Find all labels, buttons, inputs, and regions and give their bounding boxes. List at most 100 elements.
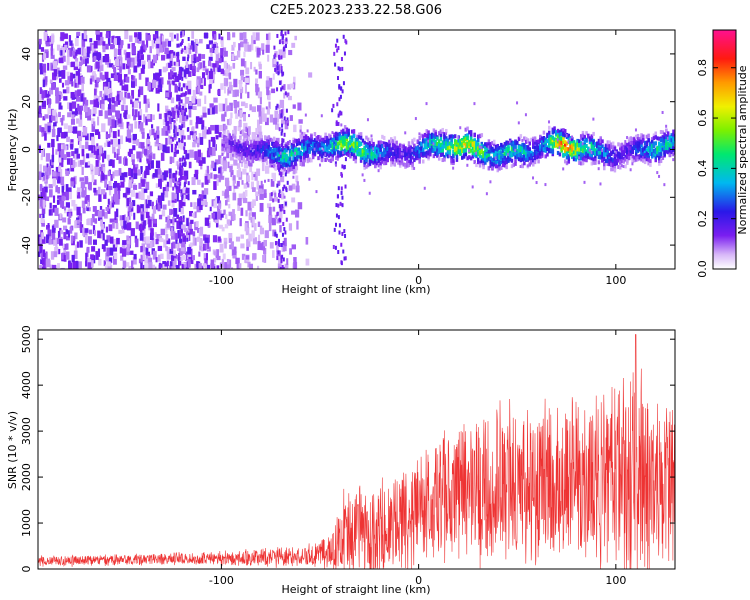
heatmap-cell <box>185 187 190 194</box>
heatmap-cell <box>38 105 42 115</box>
heatmap-cell <box>285 108 288 113</box>
heatmap-cell <box>291 210 296 215</box>
heatmap-cell <box>416 146 420 151</box>
heatmap-cell <box>136 38 140 44</box>
heatmap-cell <box>459 126 462 130</box>
heatmap-cell <box>218 124 223 132</box>
heatmap-cell <box>576 140 579 145</box>
heatmap-cell <box>196 76 201 86</box>
heatmap-cell <box>179 115 183 123</box>
heatmap-cell <box>285 43 288 48</box>
heatmap-cell <box>391 161 394 165</box>
heatmap-cell <box>178 97 181 102</box>
heatmap-cell <box>164 47 169 55</box>
heatmap-cell <box>232 62 236 69</box>
heatmap-cell <box>94 209 99 217</box>
heatmap-cell <box>253 155 256 160</box>
heatmap-cell <box>107 141 111 147</box>
heatmap-cell <box>478 134 482 139</box>
heatmap-cell <box>189 228 194 235</box>
heatmap-cell <box>576 142 579 147</box>
heatmap-cell <box>49 236 52 245</box>
heatmap-cell <box>145 103 148 113</box>
heatmap-cell <box>317 147 320 152</box>
heatmap-cell <box>143 188 148 193</box>
heatmap-cell <box>176 94 181 102</box>
heatmap-cell <box>337 186 340 191</box>
heatmap-cell <box>275 137 280 143</box>
heatmap-cell <box>299 141 303 146</box>
heatmap-cell <box>244 43 248 52</box>
heatmap-cell <box>165 185 169 192</box>
heatmap-cell <box>297 102 302 111</box>
heatmap-cell <box>436 141 439 146</box>
heatmap-cell <box>507 155 510 160</box>
heatmap-cell <box>194 169 199 175</box>
heatmap-cell <box>235 185 238 189</box>
heatmap-cell <box>450 138 453 143</box>
heatmap-cell <box>315 143 318 148</box>
heatmap-cell <box>70 143 74 150</box>
heatmap-cell <box>294 159 297 164</box>
heatmap-cell <box>138 182 142 189</box>
heatmap-cell <box>172 80 175 85</box>
heatmap-cell <box>343 141 347 146</box>
heatmap-cell <box>134 56 139 65</box>
heatmap-cell <box>144 45 147 51</box>
heatmap-cell <box>171 192 175 201</box>
heatmap-cell <box>267 178 270 182</box>
heatmap-cell <box>308 149 311 154</box>
heatmap-cell <box>96 77 101 82</box>
heatmap-cell <box>407 154 411 159</box>
heatmap-cell <box>523 143 526 148</box>
heatmap-cell <box>512 146 515 151</box>
heatmap-cell <box>39 244 43 254</box>
heatmap-cell <box>237 198 242 206</box>
heatmap-cell <box>277 180 281 187</box>
heatmap-cell <box>115 223 119 230</box>
heatmap-cell <box>181 254 187 260</box>
heatmap-cell <box>202 130 207 139</box>
heatmap-cell <box>225 200 228 206</box>
heatmap-cell <box>439 136 443 141</box>
heatmap-cell <box>443 137 446 142</box>
heatmap-cell <box>418 150 421 155</box>
heatmap-cell <box>320 142 324 147</box>
heatmap-cell <box>279 81 282 86</box>
heatmap-cell <box>132 200 136 207</box>
heatmap-cell <box>256 147 260 152</box>
heatmap-cell <box>284 39 288 45</box>
heatmap-cell <box>450 134 453 139</box>
heatmap-cell <box>230 169 234 178</box>
heatmap-cell <box>138 258 142 264</box>
heatmap-cell <box>249 166 253 173</box>
heatmap-cell <box>549 137 553 142</box>
heatmap-cell <box>116 36 121 45</box>
heatmap-cell <box>334 43 337 48</box>
heatmap-cell <box>196 137 200 147</box>
heatmap-cell <box>283 184 286 189</box>
heatmap-cell <box>377 140 381 145</box>
heatmap-cell <box>61 185 65 193</box>
heatmap-cell <box>94 166 99 176</box>
heatmap-cell <box>402 162 405 167</box>
heatmap-cell <box>172 241 176 249</box>
heatmap-cell <box>146 38 149 48</box>
heatmap-cell <box>87 218 92 226</box>
heatmap-cell <box>432 143 436 148</box>
heatmap-cell <box>418 132 421 136</box>
heatmap-cell <box>281 51 286 58</box>
heatmap-cell <box>565 133 568 137</box>
heatmap-cell <box>439 133 443 138</box>
heatmap-cell <box>179 168 182 173</box>
heatmap-cell <box>116 153 119 161</box>
heatmap-cell <box>366 144 370 149</box>
heatmap-cell <box>471 154 475 159</box>
heatmap-cell <box>158 143 163 150</box>
heatmap-cell <box>94 129 99 136</box>
heatmap-cell <box>116 148 120 156</box>
heatmap-cell <box>84 234 88 244</box>
heatmap-cell <box>285 144 288 149</box>
heatmap-cell <box>215 135 219 140</box>
heatmap-cell <box>261 241 266 251</box>
